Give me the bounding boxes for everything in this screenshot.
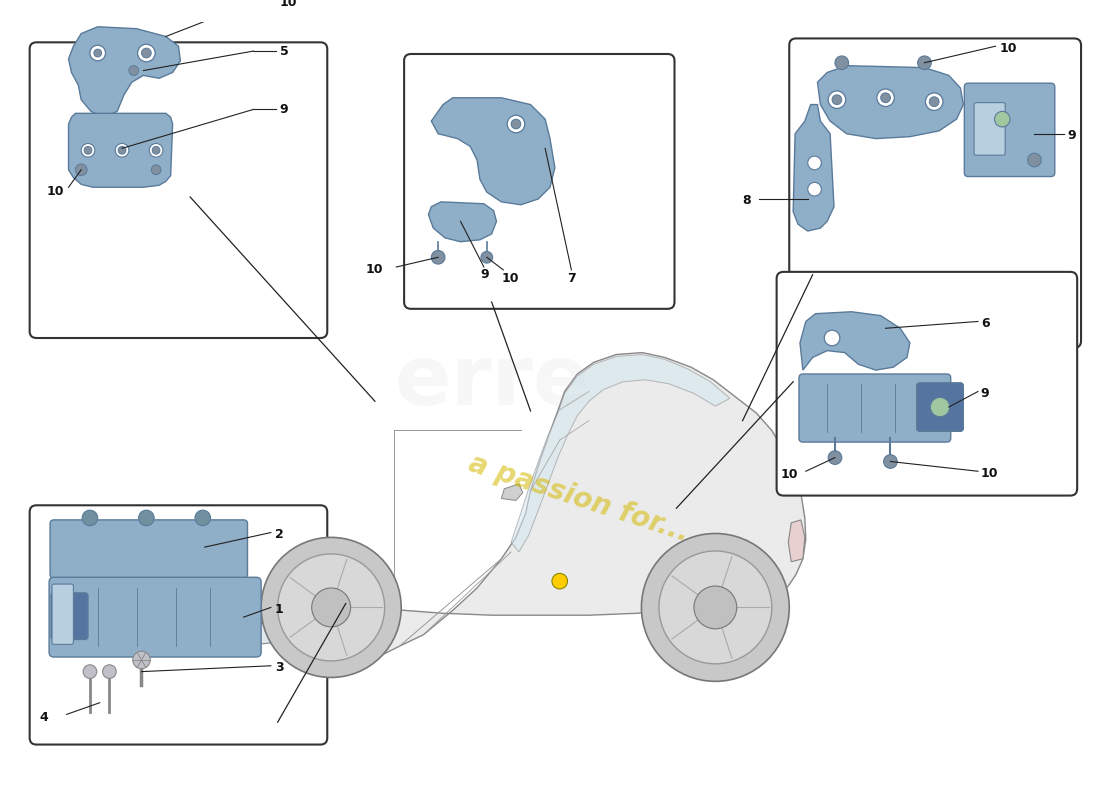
Circle shape: [828, 451, 842, 465]
Text: 7: 7: [568, 272, 576, 285]
FancyBboxPatch shape: [975, 102, 1005, 155]
Circle shape: [694, 586, 737, 629]
Text: 5: 5: [279, 45, 288, 58]
Text: 10: 10: [502, 272, 519, 285]
Circle shape: [931, 398, 949, 417]
Polygon shape: [428, 202, 496, 242]
Circle shape: [116, 143, 129, 157]
Circle shape: [151, 165, 161, 174]
Text: 10: 10: [46, 185, 64, 198]
Polygon shape: [224, 623, 287, 644]
FancyBboxPatch shape: [52, 584, 74, 644]
Polygon shape: [431, 98, 554, 205]
Circle shape: [277, 554, 385, 661]
Circle shape: [152, 146, 160, 154]
Text: 9: 9: [279, 103, 288, 116]
Text: erre: erre: [394, 342, 590, 422]
Text: 8: 8: [742, 194, 751, 207]
Polygon shape: [512, 354, 730, 552]
Circle shape: [881, 93, 890, 102]
Circle shape: [883, 454, 898, 468]
FancyBboxPatch shape: [916, 382, 964, 431]
Circle shape: [832, 95, 842, 105]
Circle shape: [102, 665, 117, 678]
Text: 10: 10: [1000, 42, 1016, 54]
Circle shape: [807, 156, 822, 170]
Polygon shape: [789, 520, 805, 562]
FancyBboxPatch shape: [965, 83, 1055, 177]
Text: 2: 2: [275, 528, 284, 541]
Text: 9: 9: [1067, 129, 1076, 142]
Circle shape: [994, 111, 1010, 127]
Circle shape: [552, 574, 568, 589]
Circle shape: [150, 143, 163, 157]
Circle shape: [431, 250, 446, 264]
Text: 10: 10: [981, 466, 999, 480]
Circle shape: [261, 538, 402, 678]
Circle shape: [139, 510, 154, 526]
Polygon shape: [502, 484, 522, 501]
Circle shape: [835, 56, 848, 70]
FancyBboxPatch shape: [51, 520, 248, 578]
Circle shape: [828, 91, 846, 109]
Polygon shape: [817, 66, 964, 138]
Text: 9: 9: [480, 268, 488, 282]
Polygon shape: [800, 312, 910, 370]
Circle shape: [824, 330, 839, 346]
Text: a passion for...: a passion for...: [465, 450, 693, 547]
Text: 10: 10: [781, 468, 798, 481]
Circle shape: [917, 56, 932, 70]
Text: 10: 10: [279, 0, 297, 9]
Circle shape: [90, 46, 106, 61]
Circle shape: [142, 48, 151, 58]
FancyBboxPatch shape: [30, 506, 328, 745]
Circle shape: [930, 97, 939, 106]
Text: 6: 6: [981, 317, 990, 330]
Circle shape: [311, 588, 351, 627]
Circle shape: [118, 146, 125, 154]
Circle shape: [807, 182, 822, 196]
Circle shape: [76, 164, 87, 175]
FancyBboxPatch shape: [799, 374, 950, 442]
Circle shape: [81, 143, 95, 157]
Circle shape: [877, 89, 894, 106]
Text: 9: 9: [981, 387, 990, 400]
Circle shape: [641, 534, 790, 682]
Polygon shape: [68, 26, 180, 118]
Circle shape: [512, 119, 520, 129]
Circle shape: [659, 551, 772, 664]
Polygon shape: [218, 353, 806, 670]
Text: 1: 1: [275, 603, 284, 616]
Circle shape: [84, 146, 92, 154]
Circle shape: [507, 115, 525, 133]
Circle shape: [1027, 154, 1042, 167]
Text: 4: 4: [40, 711, 48, 724]
Circle shape: [84, 665, 97, 678]
Circle shape: [138, 44, 155, 62]
Circle shape: [94, 49, 101, 57]
FancyBboxPatch shape: [51, 593, 88, 639]
Polygon shape: [68, 114, 173, 187]
Text: 3: 3: [275, 662, 284, 674]
FancyBboxPatch shape: [50, 578, 261, 657]
FancyBboxPatch shape: [404, 54, 674, 309]
Circle shape: [481, 251, 493, 263]
FancyBboxPatch shape: [790, 38, 1081, 348]
Polygon shape: [793, 105, 834, 231]
Text: 10: 10: [365, 263, 383, 277]
Circle shape: [129, 66, 139, 75]
Circle shape: [133, 651, 151, 669]
Circle shape: [925, 93, 943, 110]
Circle shape: [82, 510, 98, 526]
FancyBboxPatch shape: [30, 42, 328, 338]
Circle shape: [195, 510, 210, 526]
FancyBboxPatch shape: [777, 272, 1077, 495]
